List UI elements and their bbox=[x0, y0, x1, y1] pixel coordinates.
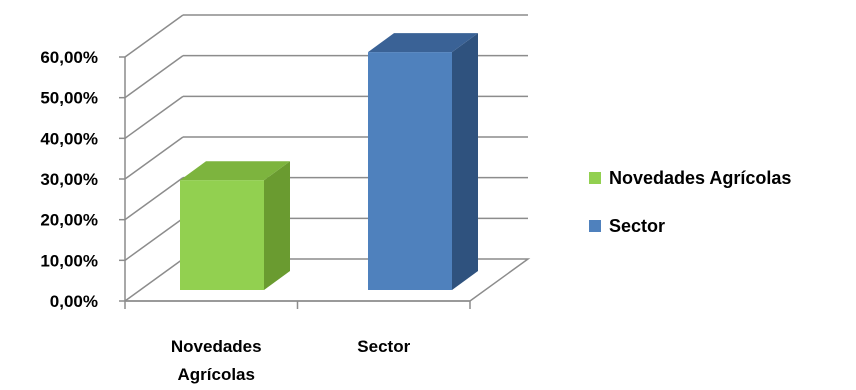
y-axis-tick-labels: 0,00% 10,00% 20,00% 30,00% 40,00% 50,00% 60,00… bbox=[40, 48, 98, 311]
side-wall-gridline bbox=[124, 177, 184, 221]
side-wall-gridline bbox=[124, 55, 184, 99]
x-axis-category-labels: Novedades Agrícolas Sector bbox=[171, 337, 411, 384]
y-tick-label: 30,00% bbox=[40, 170, 98, 189]
axes bbox=[119, 56, 471, 309]
y-tick-label: 40,00% bbox=[40, 129, 98, 148]
bar-top bbox=[180, 161, 290, 181]
bars bbox=[180, 33, 478, 290]
side-wall-gridline bbox=[124, 217, 184, 261]
bar-side bbox=[452, 33, 478, 290]
legend-label: Novedades Agrícolas bbox=[609, 168, 791, 188]
side-wall-gridline bbox=[124, 95, 184, 139]
bar-sector bbox=[368, 33, 478, 290]
bar-front bbox=[368, 52, 452, 290]
side-wall-gridline bbox=[124, 258, 184, 302]
x-category-label: Sector bbox=[357, 337, 410, 356]
legend: Novedades Agrícolas Sector bbox=[589, 168, 791, 236]
legend-item: Sector bbox=[589, 216, 665, 236]
bar-top bbox=[368, 33, 478, 53]
y-tick-label: 10,00% bbox=[40, 251, 98, 270]
bar-novedades-agricolas bbox=[180, 161, 290, 290]
bar-front bbox=[180, 180, 264, 290]
y-tick-label: 50,00% bbox=[40, 89, 98, 108]
legend-swatch bbox=[589, 220, 601, 232]
side-wall-gridline bbox=[124, 14, 184, 58]
y-tick-label: 60,00% bbox=[40, 48, 98, 67]
side-wall-gridline bbox=[124, 136, 184, 180]
y-tick-label: 0,00% bbox=[50, 292, 98, 311]
legend-label: Sector bbox=[609, 216, 665, 236]
bar-side bbox=[264, 161, 290, 290]
x-category-label: Novedades Agrícolas bbox=[171, 337, 262, 384]
legend-item: Novedades Agrícolas bbox=[589, 168, 791, 188]
legend-swatch bbox=[589, 172, 601, 184]
y-tick-label: 20,00% bbox=[40, 211, 98, 230]
